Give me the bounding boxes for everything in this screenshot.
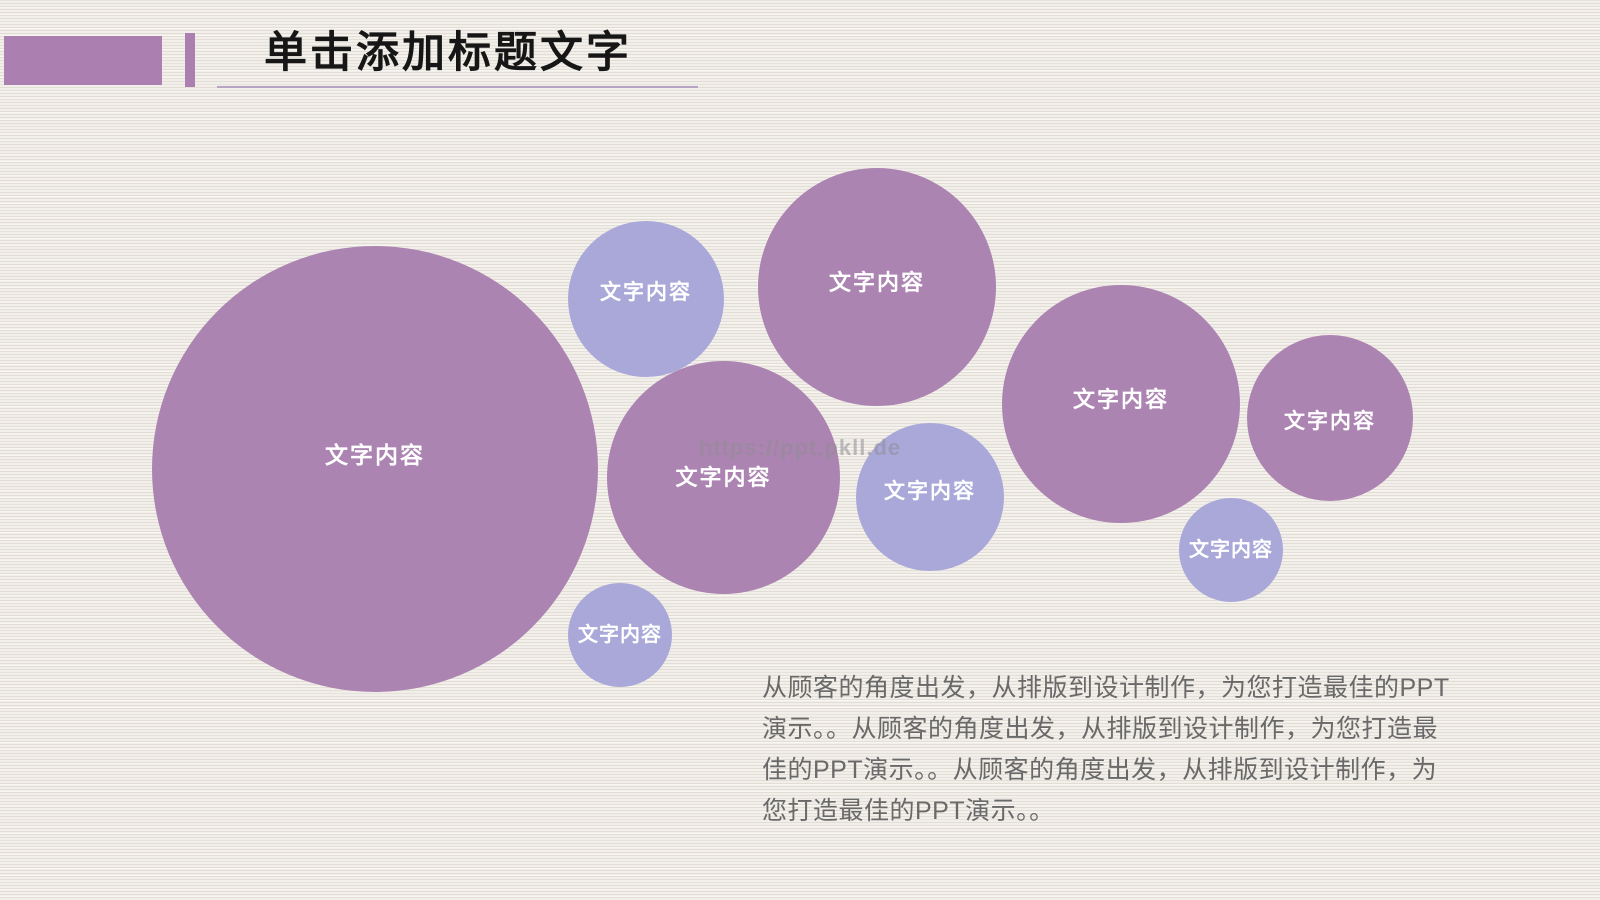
bubble-bottom-right-lavender: 文字内容: [1179, 498, 1283, 602]
paragraph-line: 演示。。从顾客的角度出发，从排版到设计制作，为您打造最: [762, 715, 1439, 743]
bubble-label: 文字内容: [1189, 538, 1273, 561]
bubble-middle-lavender: 文字内容: [856, 423, 1004, 571]
site-watermark: https://ppt.pkll.de: [698, 435, 902, 460]
bubble-top-small-lavender: 文字内容: [568, 221, 724, 377]
bubble-large-left: 文字内容: [152, 246, 598, 692]
bubble-label: 文字内容: [600, 281, 692, 304]
title-accent-rect: [4, 36, 162, 85]
bubble-label: 文字内容: [325, 442, 425, 468]
bubble-top-purple: 文字内容: [758, 168, 996, 406]
paragraph-line: 您打造最佳的PPT演示。。: [762, 797, 1055, 825]
title-accent-tick: [185, 33, 195, 87]
bubble-label: 文字内容: [1072, 387, 1169, 412]
bubble-label: 文字内容: [884, 480, 976, 503]
body-paragraph: 从顾客的角度出发，从排版到设计制作，为您打造最佳的PPT 演示。。从顾客的角度出…: [762, 668, 1450, 832]
bubble-label: 文字内容: [578, 623, 662, 646]
bubble-label: 文字内容: [1284, 410, 1376, 433]
slide-title: 单击添加标题文字: [264, 29, 632, 77]
bubble-label: 文字内容: [828, 270, 925, 295]
bubble-bottom-left-lavender: 文字内容: [568, 583, 672, 687]
paragraph-line: 从顾客的角度出发，从排版到设计制作，为您打造最佳的PPT: [762, 674, 1450, 702]
bubble-label: 文字内容: [675, 464, 772, 490]
bubble-far-right-purple: 文字内容: [1247, 335, 1413, 501]
title-underline: [217, 86, 698, 88]
paragraph-line: 佳的PPT演示。。从顾客的角度出发，从排版到设计制作，为: [762, 756, 1438, 784]
bubble-middle-purple: 文字内容: [607, 361, 840, 594]
bubble-right-purple: 文字内容: [1002, 285, 1240, 523]
